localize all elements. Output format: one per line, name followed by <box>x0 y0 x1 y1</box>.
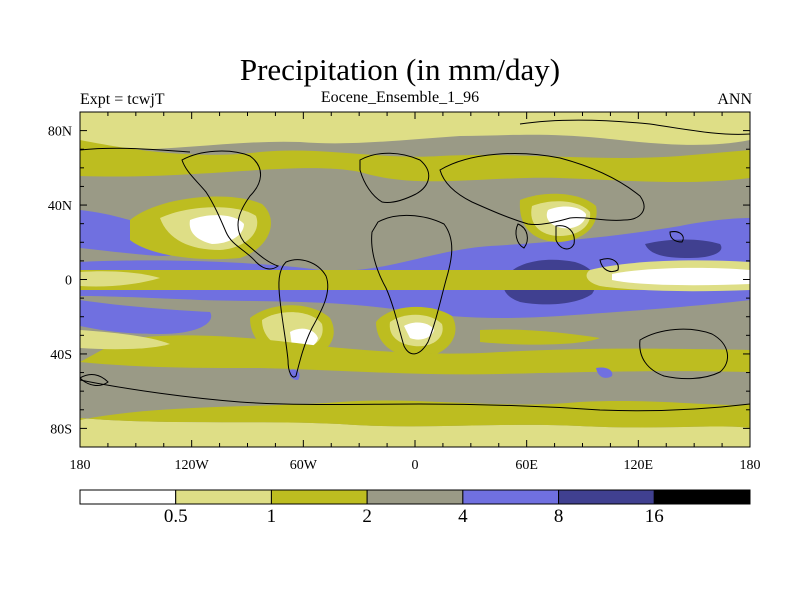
contour-light-26 <box>80 330 170 350</box>
coastline-9 <box>80 379 750 412</box>
colorbar-box-4 <box>462 489 560 505</box>
contour-olive-3 <box>80 400 750 428</box>
contour-navy-8 <box>645 239 722 258</box>
x-tick-label: 60E <box>515 458 538 473</box>
coastline-4 <box>439 153 645 225</box>
coastline-0 <box>181 150 280 270</box>
colorbar: 0.5 1 2 4 8 16 <box>79 489 751 527</box>
coastline-12 <box>669 231 684 243</box>
y-tick-label: 80S <box>50 422 72 437</box>
colorbar-label: 16 <box>645 506 664 527</box>
plot-title: Precipitation (in mm/day) <box>239 52 561 87</box>
map-ticks: 180 120W 60W 0 60E 120E 180 80N 40N 0 40S 80S <box>48 112 761 473</box>
colorbar-label: 2 <box>362 506 372 527</box>
contour-light-0 <box>80 112 750 152</box>
contour-white-21 <box>404 322 434 340</box>
colorbar-label: 4 <box>458 506 468 527</box>
colorbar-box-2 <box>270 489 368 505</box>
coastline-2 <box>359 152 430 203</box>
contour-light-12 <box>80 271 160 287</box>
colorbar-label: 0.5 <box>164 506 188 527</box>
coastline-10 <box>80 119 750 153</box>
contour-white-15 <box>189 215 244 244</box>
coastline-8 <box>639 328 728 380</box>
colorbar-box-5 <box>558 489 655 505</box>
x-tick-label: 60W <box>290 458 318 473</box>
experiment-label: Expt = tcwjT <box>80 91 165 108</box>
coastline-6 <box>515 223 528 249</box>
x-tick-label: 180 <box>70 458 91 473</box>
y-tick-label: 80N <box>48 125 72 140</box>
colorbar-box-3 <box>366 489 464 505</box>
x-tick-label: 180 <box>740 458 761 473</box>
contour-white-24 <box>546 206 586 229</box>
coastline-11 <box>80 374 109 386</box>
y-tick-label: 0 <box>65 274 72 289</box>
colorbar-box-6 <box>653 489 751 505</box>
season-label: ANN <box>717 91 752 108</box>
contour-light-2 <box>80 418 750 447</box>
contour-olive-25 <box>80 335 750 375</box>
x-tick-label: 120E <box>624 458 654 473</box>
contour-white-11 <box>612 267 750 286</box>
contour-olive-27 <box>480 329 600 345</box>
y-tick-label: 40S <box>50 348 72 363</box>
coastline-7 <box>599 258 619 273</box>
colorbar-box-0 <box>79 489 177 505</box>
colorbar-label: 8 <box>554 506 564 527</box>
x-tick-label: 120W <box>175 458 210 473</box>
x-tick-label: 0 <box>412 458 419 473</box>
coastline-outlines <box>80 119 750 412</box>
contour-olive-9 <box>80 270 750 290</box>
contour-blue-28 <box>596 367 613 378</box>
coastline-1 <box>278 259 329 378</box>
contour-blue-6 <box>80 300 212 334</box>
coastline-5 <box>555 225 575 250</box>
map-contour-fill <box>80 112 750 447</box>
contour-olive-1 <box>80 140 750 183</box>
colorbar-box-1 <box>175 489 272 505</box>
ensemble-label: Eocene_Ensemble_1_96 <box>320 89 480 106</box>
coastline-3 <box>371 214 453 355</box>
y-tick-label: 40N <box>48 199 72 214</box>
colorbar-label: 1 <box>267 506 277 527</box>
